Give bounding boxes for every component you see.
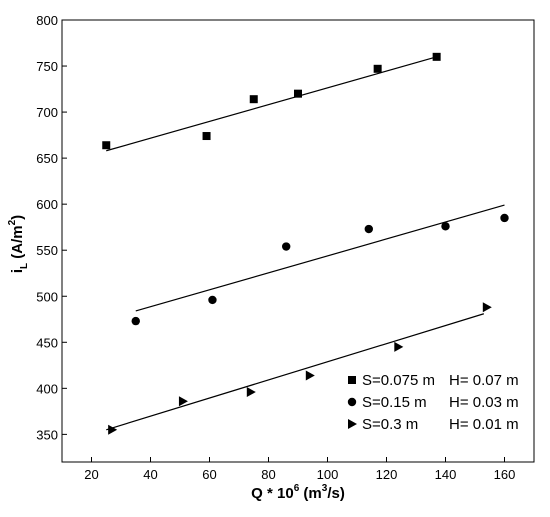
x-axis-ticks: 20 40 60 80 100 120 140 160: [84, 457, 515, 482]
legend-label: S=0.15 m: [362, 394, 427, 411]
data-point-square: [102, 141, 111, 150]
y-tick-label: 600: [36, 197, 58, 212]
y-tick-label: 550: [36, 243, 58, 258]
fit-line-square: [106, 56, 437, 152]
data-point-square: [202, 132, 211, 141]
data-point-circle: [131, 316, 140, 326]
y-axis-title-unit-end: ): [9, 215, 26, 220]
x-axis-title-unit: (m: [299, 485, 322, 502]
data-point-square: [373, 64, 382, 73]
data-points: [102, 52, 509, 435]
y-tick-label: 650: [36, 151, 58, 166]
data-point-square: [432, 52, 441, 61]
data-point-triangle-right: [246, 387, 256, 398]
x-tick-label: 140: [435, 467, 457, 482]
legend-label-extra: H= 0.07 m: [449, 372, 519, 389]
y-tick-label: 350: [36, 427, 58, 442]
legend-marker-circle: [347, 397, 357, 407]
fit-lines: [106, 56, 505, 431]
data-point-circle: [441, 222, 450, 231]
data-point-triangle-right: [178, 396, 188, 407]
data-point-triangle-right: [305, 370, 315, 381]
x-axis-title-unit-end: /s): [327, 485, 345, 502]
x-axis-title-unit-power: 3: [322, 483, 328, 494]
legend-label: S=0.075 m: [362, 372, 435, 389]
y-axis-title-main: i: [9, 269, 26, 273]
x-tick-label: 40: [143, 467, 157, 482]
fit-line-circle: [135, 204, 505, 312]
legend-label-extra: H= 0.03 m: [449, 394, 519, 411]
y-tick-label: 700: [36, 105, 58, 120]
y-tick-label: 800: [36, 13, 58, 28]
y-tick-label: 400: [36, 381, 58, 396]
y-axis-title: iL (A/m2): [7, 215, 30, 273]
plot-frame: [61, 19, 535, 463]
data-point-triangle-right: [482, 302, 492, 313]
data-point-circle: [500, 213, 509, 223]
x-axis-title-power: 6: [294, 483, 300, 494]
x-axis-title-main: Q * 10: [251, 485, 294, 502]
data-point-square: [249, 95, 258, 104]
legend-marker-square: [348, 376, 356, 384]
x-axis-title: Q * 106 (m3/s): [251, 483, 345, 502]
data-point-square: [294, 89, 302, 98]
data-point-triangle-right: [394, 341, 404, 352]
y-tick-label: 500: [36, 289, 58, 304]
data-point-triangle-right: [108, 424, 118, 435]
legend: S=0.075 m H= 0.07 m S=0.15 m H= 0.03 m S=0.3…: [347, 372, 519, 433]
y-axis-title-sub: L: [19, 263, 30, 269]
y-tick-label: 750: [36, 59, 58, 74]
y-axis-title-unit: (A/m: [9, 225, 26, 263]
x-tick-label: 80: [261, 467, 275, 482]
fit-line-triangle-right: [106, 313, 485, 431]
x-tick-label: 20: [84, 467, 98, 482]
data-point-circle: [364, 224, 373, 234]
x-tick-label: 60: [202, 467, 216, 482]
legend-marker-triangle-right: [348, 419, 357, 429]
x-tick-label: 100: [317, 467, 339, 482]
x-tick-label: 120: [376, 467, 398, 482]
x-tick-label: 160: [494, 467, 516, 482]
legend-label-extra: H= 0.01 m: [449, 416, 519, 433]
y-axis-ticks: 350 400 450 500 550 600 650 700 750 800: [36, 13, 67, 442]
legend-label: S=0.3 m: [362, 416, 418, 433]
data-point-circle: [208, 295, 217, 305]
y-axis-title-unit-power: 2: [7, 219, 18, 225]
data-point-circle: [282, 242, 291, 251]
y-tick-label: 450: [36, 335, 58, 350]
